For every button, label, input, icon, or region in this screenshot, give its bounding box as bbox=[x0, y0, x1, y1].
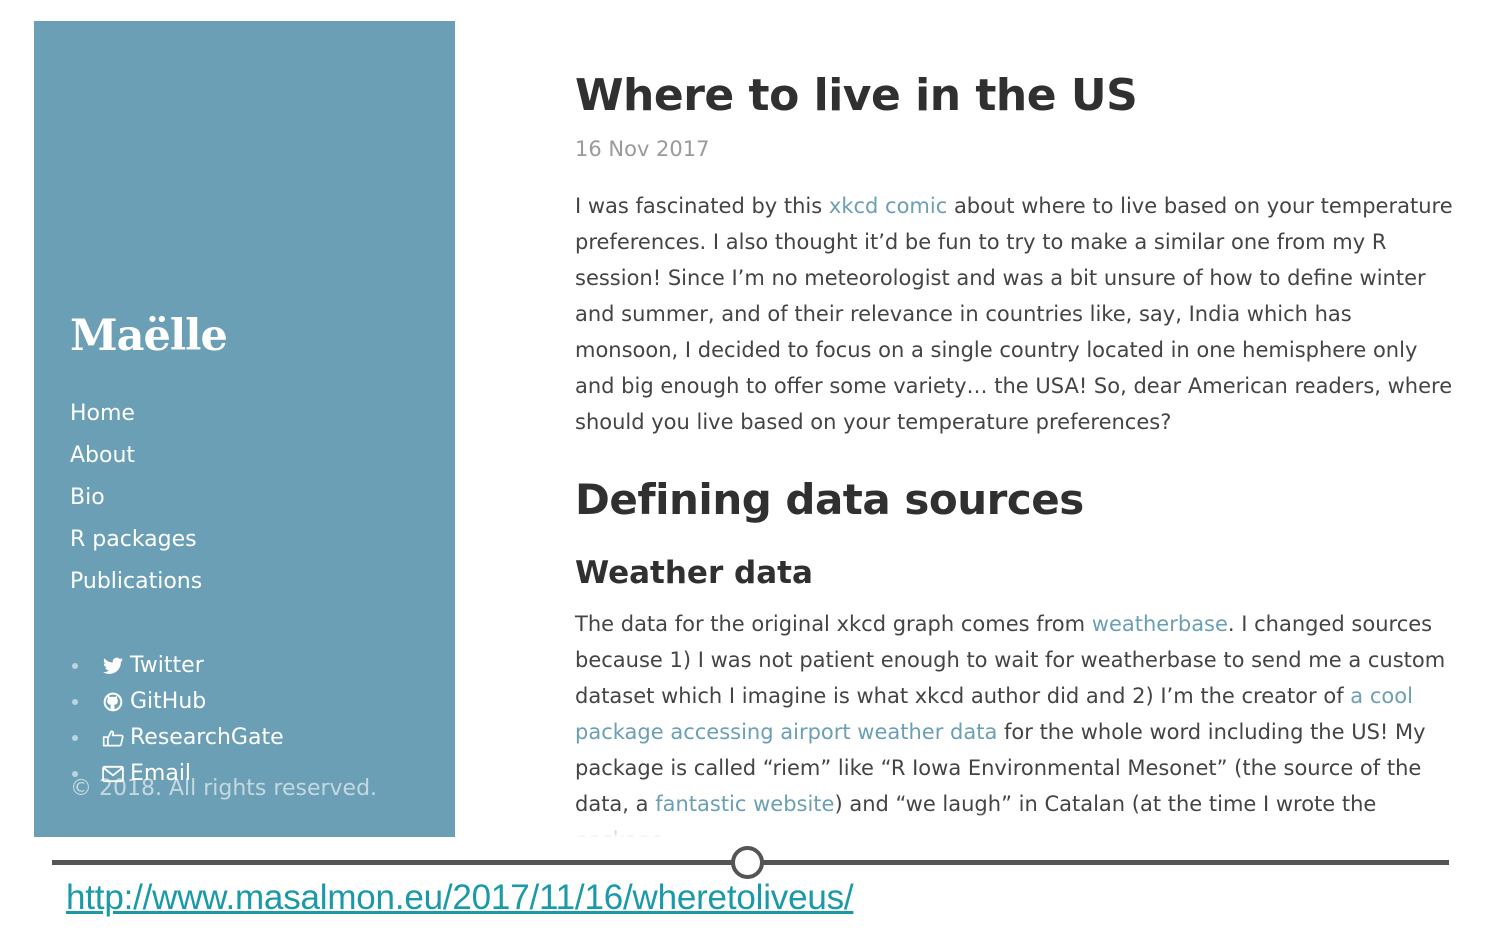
social-item-email[interactable]: Email bbox=[70, 756, 284, 792]
nav-link-home[interactable]: Home bbox=[70, 401, 135, 426]
social-links: Twitter GitHub ResearchGate bbox=[70, 648, 284, 792]
copyright-text: © 2018. All rights reserved. bbox=[70, 776, 378, 801]
content-clip bbox=[455, 838, 1500, 938]
social-link-github[interactable]: GitHub bbox=[130, 689, 207, 714]
twitter-icon bbox=[102, 655, 124, 677]
xkcd-comic-link[interactable]: xkcd comic bbox=[828, 194, 948, 218]
intro-text-1: I was fascinated by this bbox=[575, 194, 829, 218]
social-link-researchgate[interactable]: ResearchGate bbox=[130, 725, 284, 750]
nav-item-home[interactable]: Home bbox=[70, 397, 202, 439]
content-fade bbox=[455, 810, 1465, 838]
riem-package-link[interactable]: a cool package accessing airport weather… bbox=[575, 684, 1413, 744]
post-title: Where to live in the US bbox=[575, 70, 1138, 121]
weather-text-3: for the whole word including the US! My … bbox=[575, 720, 1426, 816]
social-item-researchgate[interactable]: ResearchGate bbox=[70, 720, 284, 756]
timeline-knob[interactable] bbox=[731, 846, 764, 879]
nav-item-bio[interactable]: Bio bbox=[70, 481, 202, 523]
post-content: Where to live in the US 16 Nov 2017 I wa… bbox=[575, 60, 1455, 858]
thumbs-up-icon bbox=[102, 727, 124, 749]
nav-item-about[interactable]: About bbox=[70, 439, 202, 481]
social-link-twitter[interactable]: Twitter bbox=[130, 653, 204, 678]
list-bullet bbox=[72, 735, 78, 741]
weatherbase-link[interactable]: weatherbase bbox=[1091, 612, 1228, 636]
source-url-link[interactable]: http://www.masalmon.eu/2017/11/16/wheret… bbox=[66, 878, 854, 917]
sidebar-nav: Home About Bio R packages Publications bbox=[70, 397, 202, 607]
subsection-heading: Weather data bbox=[575, 555, 813, 591]
weather-text-1: The data for the original xkcd graph com… bbox=[575, 612, 1092, 636]
sidebar: Maëlle Home About Bio R packages Publica… bbox=[34, 21, 455, 837]
nav-item-r-packages[interactable]: R packages bbox=[70, 523, 202, 565]
weather-text-2: . I changed sources because 1) I was not… bbox=[575, 612, 1446, 708]
envelope-icon bbox=[102, 763, 124, 785]
social-link-email[interactable]: Email bbox=[130, 761, 192, 786]
social-item-twitter[interactable]: Twitter bbox=[70, 648, 284, 684]
list-bullet bbox=[72, 771, 78, 777]
intro-text-2: about where to live based on your temper… bbox=[575, 194, 1453, 434]
intro-paragraph: I was fascinated by this xkcd comic abou… bbox=[575, 188, 1455, 440]
nav-item-publications[interactable]: Publications bbox=[70, 565, 202, 607]
nav-link-bio[interactable]: Bio bbox=[70, 485, 105, 510]
nav-link-publications[interactable]: Publications bbox=[70, 569, 203, 594]
social-item-github[interactable]: GitHub bbox=[70, 684, 284, 720]
section-heading: Defining data sources bbox=[575, 475, 1084, 524]
site-brand[interactable]: Maëlle bbox=[70, 311, 228, 361]
github-icon bbox=[102, 691, 124, 713]
post-date: 16 Nov 2017 bbox=[575, 137, 710, 161]
list-bullet bbox=[72, 699, 78, 705]
list-bullet bbox=[72, 663, 78, 669]
nav-link-r-packages[interactable]: R packages bbox=[70, 527, 197, 552]
nav-link-about[interactable]: About bbox=[70, 443, 136, 468]
